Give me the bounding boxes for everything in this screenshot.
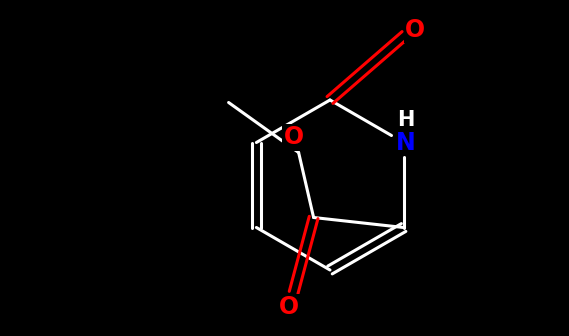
Text: H: H [397,111,414,130]
Text: O: O [283,126,304,150]
Text: N: N [395,130,415,155]
Text: O: O [405,18,425,42]
Text: O: O [279,295,299,320]
